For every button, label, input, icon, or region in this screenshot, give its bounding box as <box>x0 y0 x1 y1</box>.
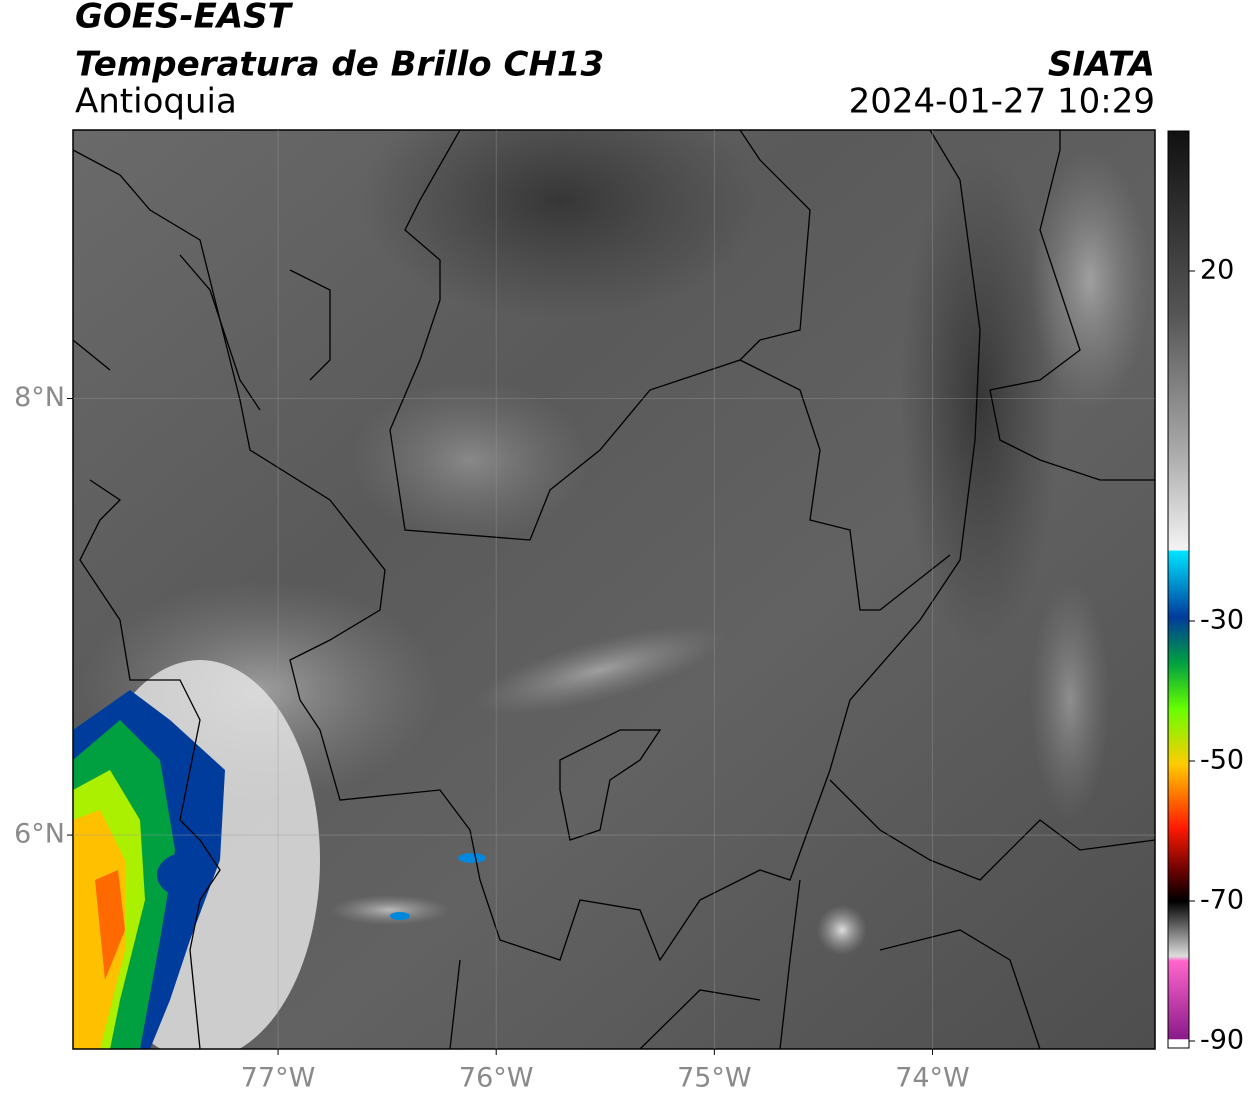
y-tick-label: 6°N <box>14 819 65 850</box>
colorbar-tick-label: -50 <box>1200 745 1244 776</box>
colorbar <box>1167 130 1190 1049</box>
satellite: GOES-EAST <box>75 0 294 37</box>
colorbar-tick-label: -90 <box>1200 1025 1244 1056</box>
x-tick-label: 77°W <box>241 1063 316 1094</box>
x-tick-label: 74°W <box>895 1063 970 1094</box>
colorbar-tick-label: -70 <box>1200 885 1244 916</box>
source: SIATA <box>1048 45 1155 85</box>
y-tick-label: 8°N <box>14 382 65 413</box>
product: Temperatura de Brillo CH13 <box>75 45 604 85</box>
colorbar-tick-label: 20 <box>1200 255 1234 286</box>
datetime: 2024-01-27 10:29 <box>849 82 1155 122</box>
colorbar-tick-label: -30 <box>1200 605 1244 636</box>
x-tick-label: 76°W <box>459 1063 534 1094</box>
region: Antioquia <box>75 82 237 122</box>
map-frame <box>72 129 1156 1050</box>
x-tick-label: 75°W <box>677 1063 752 1094</box>
map-image <box>73 130 1155 1049</box>
